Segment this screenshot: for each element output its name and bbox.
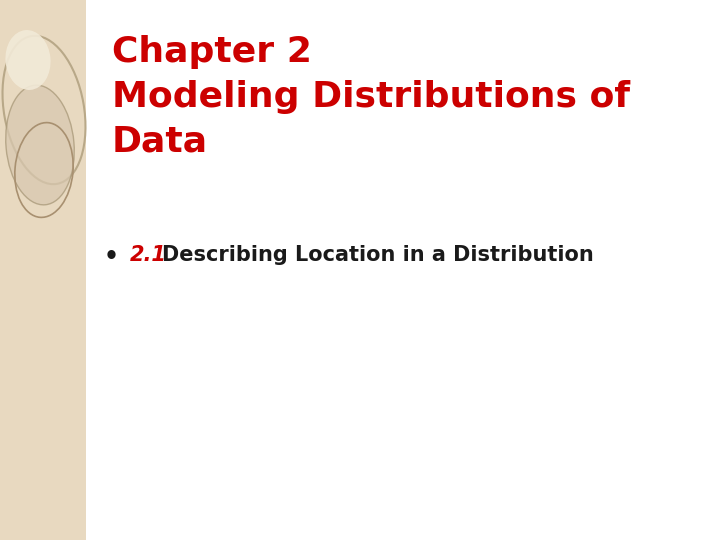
Text: Chapter 2: Chapter 2 xyxy=(112,35,312,69)
Ellipse shape xyxy=(6,85,74,205)
Text: Modeling Distributions of: Modeling Distributions of xyxy=(112,80,630,114)
Ellipse shape xyxy=(6,30,50,90)
Text: 2.1: 2.1 xyxy=(130,245,166,265)
Text: •: • xyxy=(104,245,119,269)
Text: Describing Location in a Distribution: Describing Location in a Distribution xyxy=(161,245,593,265)
Text: Data: Data xyxy=(112,125,208,159)
Bar xyxy=(0,0,86,540)
